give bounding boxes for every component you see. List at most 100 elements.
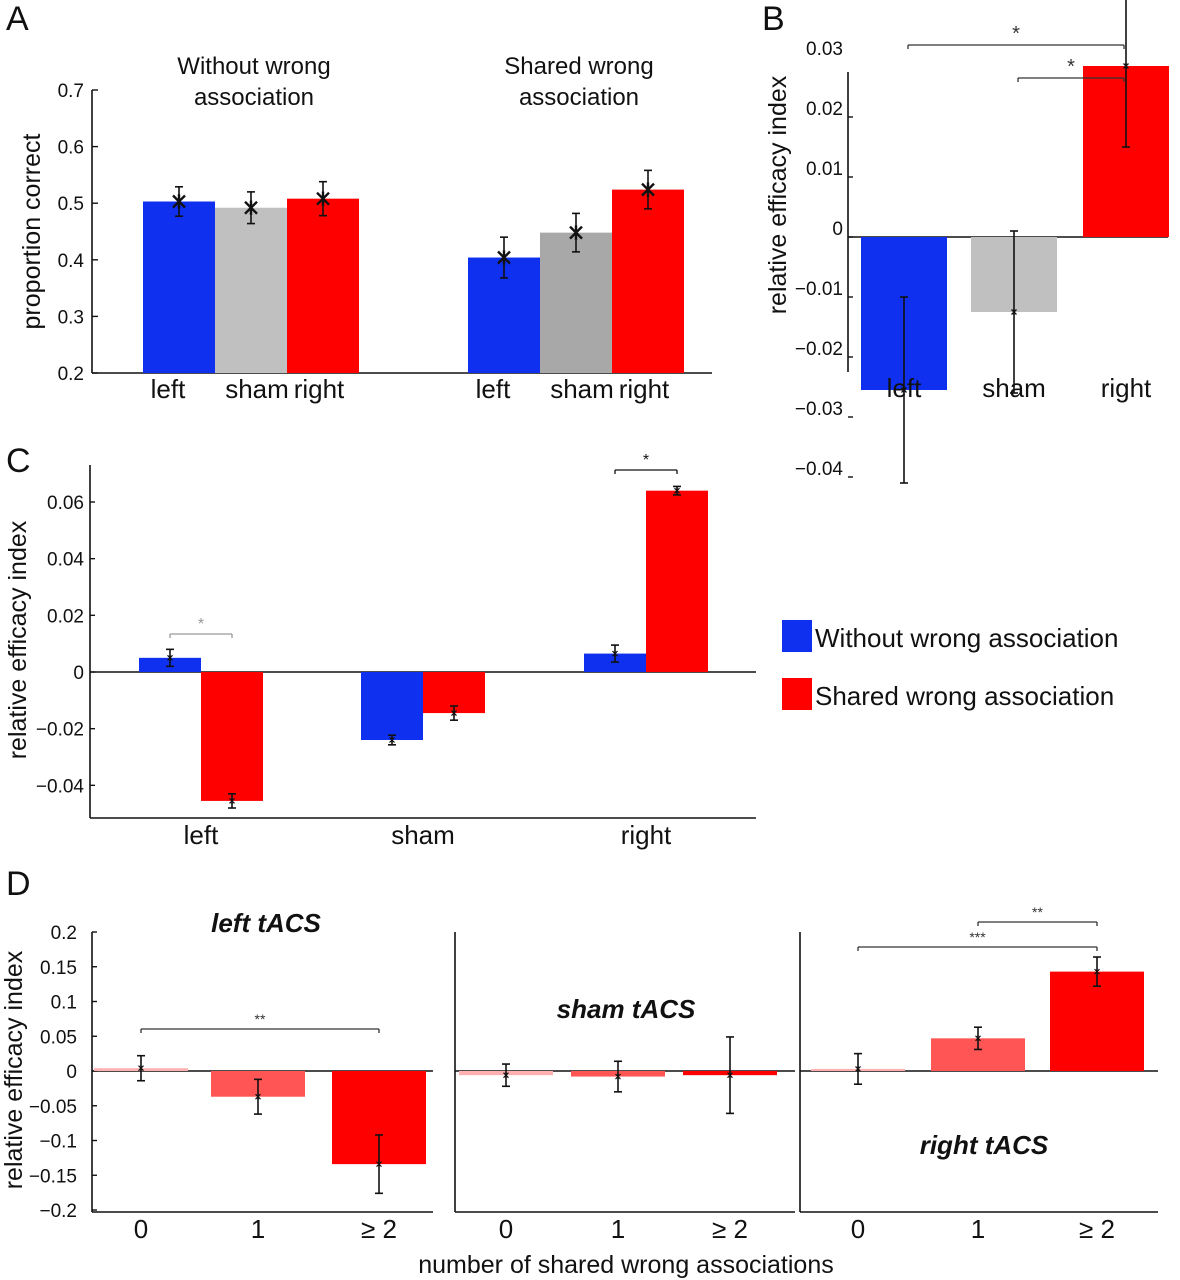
y-tick-label: −0.03: [795, 399, 843, 420]
significance-bracket-1-label: *: [643, 452, 649, 469]
mean-marker-0: [855, 1065, 861, 1072]
group-title-line1: Shared wrong: [504, 53, 653, 80]
subplot-title: right tACS: [920, 1130, 1049, 1160]
y-axis-label: relative efficacy index: [0, 950, 28, 1189]
x-category-label: left: [476, 374, 511, 404]
y-tick-label: 0.6: [58, 138, 84, 159]
panel-label-c: C: [6, 442, 31, 480]
y-tick-label: 0: [73, 663, 84, 684]
x-category-label: ≥ 2: [712, 1214, 748, 1244]
mean-marker-sham: [244, 200, 258, 215]
bar-left-series-1: [201, 672, 263, 801]
y-tick-label: 0.15: [40, 958, 77, 979]
significance-bracket-1-label: *: [1067, 56, 1075, 78]
mean-marker-sham: [569, 225, 583, 240]
mean-marker-left-series-1: [229, 797, 235, 804]
significance-bracket-0-label: **: [1032, 904, 1043, 920]
legend-entry: Without wrong association: [815, 623, 1118, 653]
bar-sham: [215, 207, 287, 373]
mean-marker-1: [975, 1035, 981, 1042]
y-tick-label: −0.1: [39, 1132, 77, 1153]
y-tick-label: 0.2: [58, 364, 84, 385]
significance-bracket-0-label: *: [198, 616, 204, 633]
bar-left: [143, 201, 215, 373]
mean-marker-1: [255, 1093, 261, 1100]
y-tick-label: 0.02: [806, 99, 843, 120]
bar-right-series-1: [646, 490, 708, 672]
mean-marker-≥ 2: [1094, 968, 1100, 975]
y-axis-label: relative efficacy index: [4, 520, 32, 759]
y-tick-label: −0.04: [795, 459, 844, 480]
x-category-label: sham: [982, 373, 1046, 403]
significance-bracket-0-label: **: [255, 1011, 266, 1027]
bar-right: [612, 189, 684, 373]
x-category-label: right: [1101, 373, 1152, 403]
mean-marker-0: [503, 1072, 509, 1079]
x-category-label: 1: [251, 1214, 265, 1244]
panel-label-a: A: [6, 0, 29, 38]
y-tick-label: 0.04: [47, 550, 84, 571]
mean-marker-right: [316, 191, 330, 206]
bar-sham-series-0: [361, 672, 423, 740]
bar-right: [287, 198, 359, 373]
significance-bracket-0-label: *: [1012, 23, 1020, 45]
mean-marker-sham-series-1: [451, 710, 457, 717]
y-tick-label: 0.5: [58, 194, 84, 215]
x-category-label: right: [294, 374, 345, 404]
mean-marker-1: [615, 1073, 621, 1080]
x-category-label: 0: [499, 1214, 513, 1244]
y-tick-label: −0.01: [795, 279, 843, 300]
legend-entry: Shared wrong association: [815, 681, 1114, 711]
x-category-label: 1: [971, 1214, 985, 1244]
mean-marker-sham-series-0: [389, 737, 395, 743]
y-axis-label: proportion correct: [18, 133, 46, 329]
mean-marker-right: [641, 182, 655, 197]
x-category-label: sham: [391, 820, 455, 850]
y-tick-label: 0.02: [47, 606, 84, 627]
x-category-label: ≥ 2: [1079, 1214, 1115, 1244]
subplot-title: sham tACS: [557, 994, 696, 1024]
y-tick-label: −0.04: [36, 776, 85, 797]
panel-label-b: B: [762, 0, 785, 38]
panel-b: 0.050.040.030.020.010−0.01−0.02−0.03−0.0…: [764, 0, 1169, 484]
x-category-label: right: [621, 820, 672, 850]
mean-marker-sham: [1011, 309, 1017, 315]
y-tick-label: −0.15: [29, 1166, 77, 1187]
mean-marker-right: [1123, 63, 1129, 69]
mean-marker-left: [901, 387, 907, 393]
y-tick-label: −0.02: [795, 339, 843, 360]
x-category-label: left: [887, 373, 922, 403]
x-category-label: right: [619, 374, 670, 404]
y-tick-label: 0.1: [51, 993, 77, 1014]
y-tick-label: 0: [832, 219, 843, 240]
mean-marker-≥ 2: [376, 1161, 382, 1168]
y-axis-label: relative efficacy index: [764, 75, 792, 314]
y-tick-label: 0: [66, 1062, 77, 1083]
panel-label-d: D: [6, 865, 31, 903]
mean-marker-≥ 2: [727, 1072, 733, 1079]
bar-≥ 2: [1050, 971, 1144, 1071]
panel-d: 0.2 0.15 0.1 0.05 0 −0.05 −0.1 −0.15 −0.2 relativ…: [0, 904, 1158, 1279]
y-tick-label: −0.05: [29, 1097, 77, 1118]
x-category-label: left: [184, 820, 219, 850]
subplot-title: left tACS: [211, 908, 321, 938]
group-title-line2: association: [194, 84, 314, 111]
y-tick-label: 0.01: [806, 159, 843, 180]
x-category-label: 1: [611, 1214, 625, 1244]
mean-marker-left: [172, 194, 186, 209]
significance-bracket-1-label: ***: [969, 929, 986, 945]
mean-marker-right-series-0: [612, 650, 618, 657]
mean-marker-left-series-0: [167, 654, 173, 661]
mean-marker-0: [138, 1065, 144, 1072]
y-tick-label: 0.06: [47, 493, 84, 514]
y-tick-label: 0.4: [58, 251, 85, 272]
y-tick-label: −0.02: [36, 720, 84, 741]
y-tick-label: 0.3: [58, 307, 84, 328]
legend-swatch: [782, 678, 812, 710]
x-axis-label: number of shared wrong associations: [418, 1251, 834, 1279]
x-category-label: ≥ 2: [361, 1214, 397, 1244]
x-category-label: 0: [851, 1214, 865, 1244]
x-category-label: sham: [550, 374, 614, 404]
